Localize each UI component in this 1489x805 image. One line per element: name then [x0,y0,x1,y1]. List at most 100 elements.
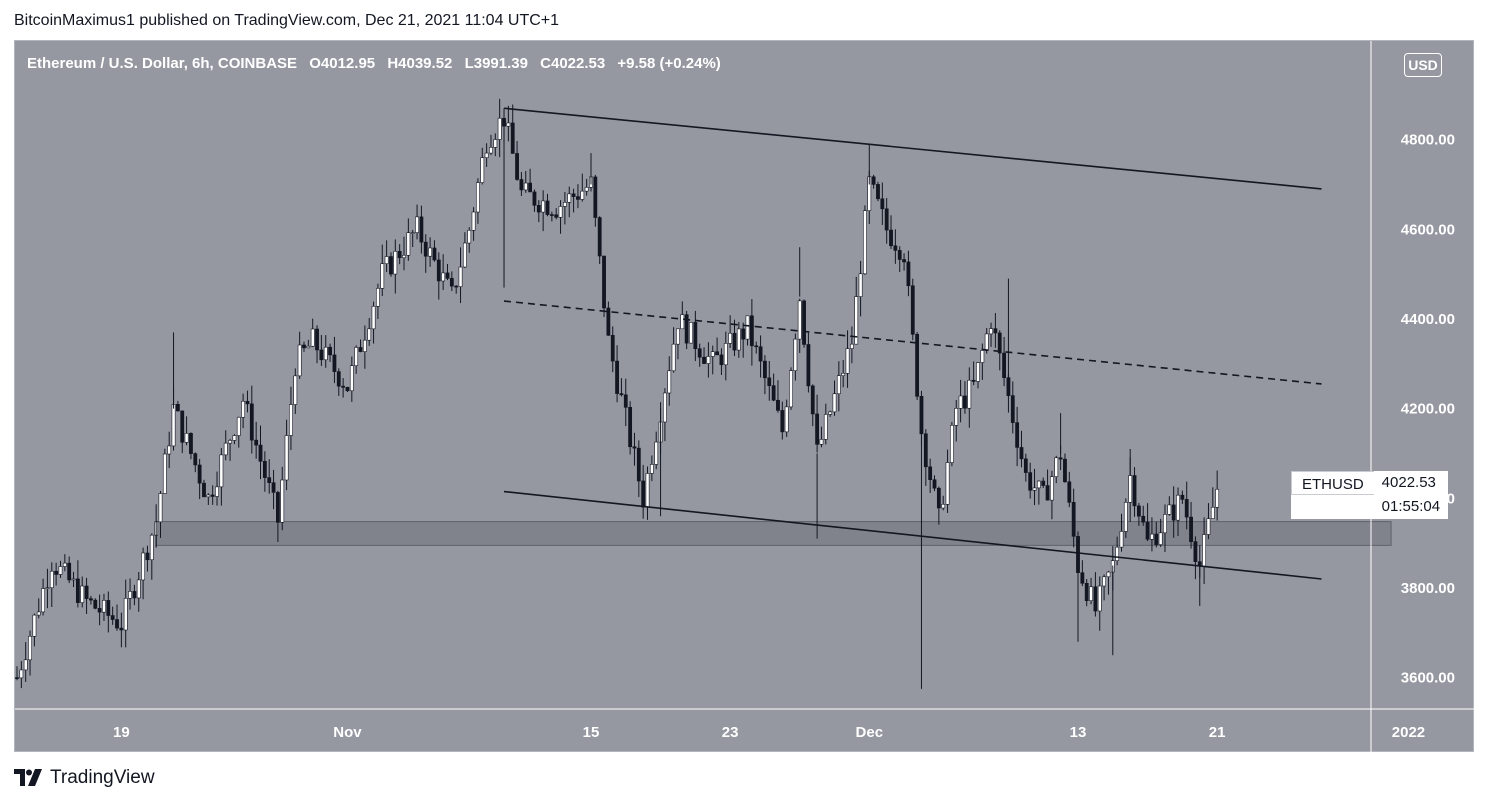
candle-up [676,328,680,345]
candle-up [458,266,463,287]
candle-down [1171,504,1176,521]
candle-down [754,345,759,348]
candle-down [597,217,602,257]
candle-down [910,285,915,335]
legend-high-value: 4039.52 [398,55,453,72]
candle-down [436,259,441,282]
candle-down [328,346,332,356]
candle-down [1080,572,1085,584]
candle-up [49,570,54,589]
candle-up [541,200,546,213]
candle-up [289,404,293,436]
candle-up [797,300,802,340]
candle-down [767,377,772,386]
candle-up [1106,571,1111,578]
candlestick-chart[interactable]: 4800.004600.004400.004200.004000.003800.… [15,41,1475,753]
chart-pane[interactable]: 4800.004600.004400.004200.004000.003800.… [14,40,1475,753]
candle-up [293,375,298,405]
candle-down [1093,586,1098,612]
candle-up [1176,494,1180,521]
candle-up [523,182,528,191]
candle-up [745,315,750,340]
footer-brand[interactable]: TradingView [14,767,155,789]
x-tick-label: 2022 [1392,724,1425,741]
candle-down [906,261,911,287]
candle-up [558,206,563,218]
candle-down [1058,457,1063,460]
candle-up [667,370,672,394]
candle-down [732,332,737,351]
candle-down [510,122,515,154]
candle-up [863,210,867,275]
candle-up [989,328,993,335]
candle-down [923,433,928,468]
candle-up [1215,488,1220,508]
y-tick-label: 4200.00 [1401,401,1455,418]
candle-down [197,464,202,484]
candle-down [254,439,259,446]
y-tick-label: 4600.00 [1401,221,1455,238]
x-tick-label: 21 [1209,724,1226,741]
candle-up [484,152,489,159]
candle-down [536,205,541,213]
candle-up [467,229,472,244]
legend-open-value: 4012.95 [320,55,376,72]
candle-up [958,395,963,409]
candle-up [706,356,711,364]
candle-down [876,184,880,200]
candle-down [332,354,337,372]
currency-badge[interactable]: USD [1404,53,1442,77]
candle-down [576,196,580,200]
candle-up [415,216,419,233]
candle-up [858,273,863,297]
candle-down [606,307,611,336]
candle-up [854,296,859,345]
candle-up [215,486,219,497]
candle-down [641,480,646,508]
candle-up [645,473,650,508]
candle-down [1010,395,1015,423]
candle-down [532,191,537,206]
candle-up [584,187,589,192]
candle-up [476,182,480,213]
plot-background [15,41,1371,709]
candle-up [1032,487,1037,491]
candle-down [897,250,902,260]
candle-down [1141,515,1146,523]
candle-down [758,346,763,362]
candle-down [815,413,820,445]
candle-up [184,433,189,443]
price-tag-price: 4022.53 [1381,474,1436,491]
candle-up [710,351,715,357]
candle-down [336,371,341,387]
candle-up [171,404,176,447]
candle-down [1041,480,1046,486]
candle-up [1163,514,1167,534]
candle-up [41,588,45,613]
candle-down [1193,541,1198,562]
candle-down [97,608,102,613]
candle-down [919,396,924,435]
candle-up [306,345,311,349]
candle-up [384,256,389,265]
candle-up [984,333,989,351]
candle-down [1019,447,1024,460]
candle-up [723,343,728,366]
candle-up [19,669,24,679]
candle-down [593,176,598,218]
candle-down [202,482,206,498]
candle-down [554,214,559,218]
candle-down [119,627,124,631]
candle-up [280,479,285,523]
candle-down [741,328,746,340]
candle-up [441,272,446,282]
candle-down [549,214,554,216]
candle-down [75,578,80,603]
candle-up [689,322,693,344]
candle-up [236,416,241,436]
candle-up [950,425,954,463]
candle-up [297,344,302,377]
candle-up [167,445,172,455]
candle-down [267,477,272,484]
candle-up [832,393,837,413]
